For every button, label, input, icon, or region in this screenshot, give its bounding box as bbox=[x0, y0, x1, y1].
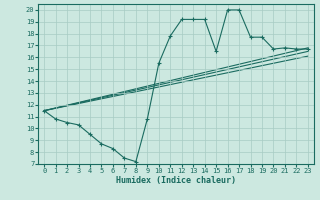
X-axis label: Humidex (Indice chaleur): Humidex (Indice chaleur) bbox=[116, 176, 236, 185]
